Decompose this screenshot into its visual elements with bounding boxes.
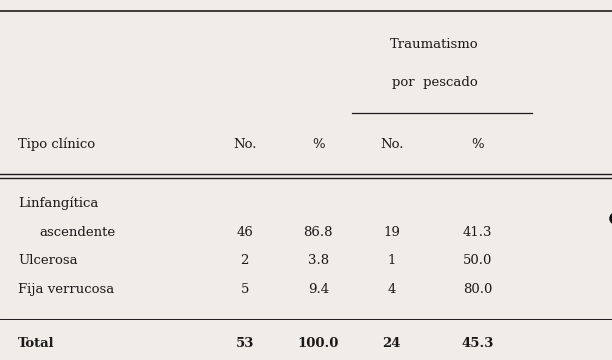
Text: Fija verrucosa: Fija verrucosa (18, 283, 114, 296)
Text: 19: 19 (383, 226, 400, 239)
Text: No.: No. (233, 138, 256, 150)
Text: 50.0: 50.0 (463, 255, 492, 267)
Text: Tipo clínico: Tipo clínico (18, 137, 95, 151)
Text: 80.0: 80.0 (463, 283, 492, 296)
Text: 1: 1 (387, 255, 396, 267)
Text: 4: 4 (387, 283, 396, 296)
Text: Traumatismo: Traumatismo (390, 39, 479, 51)
Text: Total: Total (18, 337, 55, 350)
Text: ascendente: ascendente (40, 226, 116, 239)
Text: %: % (471, 138, 483, 150)
Text: Linfangítica: Linfangítica (18, 197, 99, 210)
Text: 41.3: 41.3 (463, 226, 492, 239)
Text: 100.0: 100.0 (297, 337, 339, 350)
Text: 53: 53 (236, 337, 254, 350)
Text: 45.3: 45.3 (461, 337, 493, 350)
Text: 86.8: 86.8 (304, 226, 333, 239)
Text: Ulcerosa: Ulcerosa (18, 255, 78, 267)
Text: %: % (312, 138, 324, 150)
Text: 9.4: 9.4 (308, 283, 329, 296)
Text: 46: 46 (236, 226, 253, 239)
Text: por  pescado: por pescado (392, 76, 477, 89)
Text: No.: No. (380, 138, 403, 150)
Text: 3.8: 3.8 (308, 255, 329, 267)
Text: 24: 24 (382, 337, 401, 350)
Text: 5: 5 (241, 283, 249, 296)
Text: 2: 2 (241, 255, 249, 267)
